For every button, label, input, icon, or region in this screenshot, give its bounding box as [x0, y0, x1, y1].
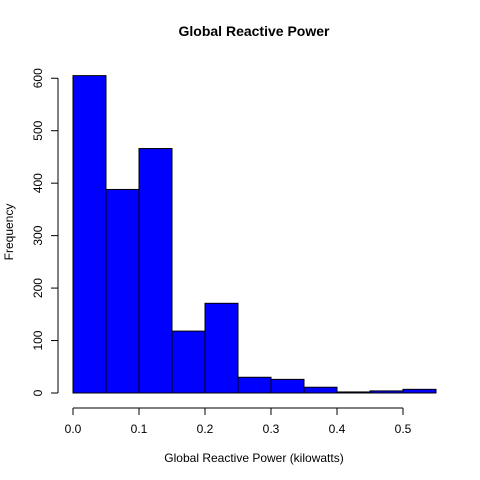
- histogram-bar: [237, 376, 272, 394]
- chart-title: Global Reactive Power: [179, 23, 330, 39]
- histogram-bar: [270, 378, 305, 394]
- histogram-bar: [303, 386, 338, 394]
- histogram-bar: [369, 390, 404, 394]
- x-tick-label: 0.5: [395, 422, 412, 436]
- y-tick-label: 500: [31, 120, 45, 140]
- histogram-bar: [402, 388, 437, 394]
- y-tick-label: 300: [31, 225, 45, 245]
- x-tick-label: 0.2: [197, 422, 214, 436]
- y-tick-label: 0: [31, 389, 45, 396]
- y-tick-label: 600: [31, 68, 45, 88]
- x-tick-label: 0.1: [131, 422, 148, 436]
- x-tick-label: 0.4: [329, 422, 346, 436]
- histogram-bar: [72, 75, 107, 394]
- x-tick-label: 0.3: [263, 422, 280, 436]
- x-tick-label: 0.0: [65, 422, 82, 436]
- x-axis-label: Global Reactive Power (kilowatts): [164, 451, 343, 465]
- y-tick-label: 400: [31, 173, 45, 193]
- histogram-bar: [336, 391, 371, 394]
- y-tick-label: 100: [31, 330, 45, 350]
- y-tick-label: 200: [31, 278, 45, 298]
- x-axis: 0.0 0.1 0.2 0.3 0.4 0.5: [65, 407, 412, 436]
- histogram-bar: [138, 148, 173, 394]
- y-axis-label: Frequency: [2, 204, 16, 261]
- histogram-bar: [171, 330, 206, 394]
- y-axis: 0 100 200 300 400 500 600: [31, 68, 59, 396]
- bars-group: [72, 75, 437, 394]
- histogram-bar: [105, 188, 140, 394]
- histogram-bar: [204, 302, 239, 394]
